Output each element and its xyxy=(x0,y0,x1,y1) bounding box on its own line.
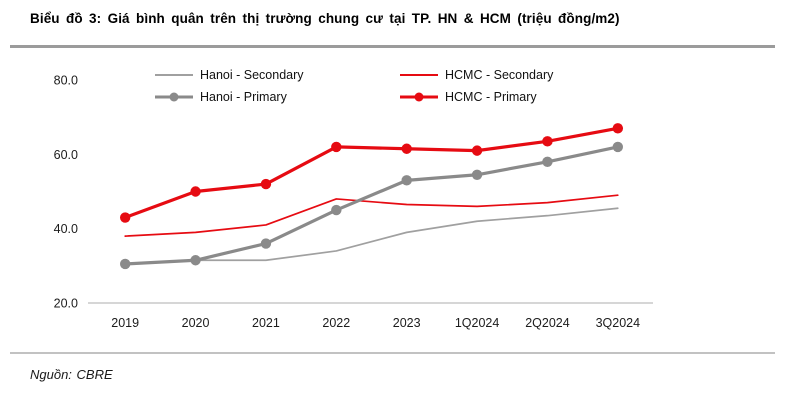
legend-label-hcmc-secondary: HCMC - Secondary xyxy=(445,67,554,82)
legend-label-hcmc-primary: HCMC - Primary xyxy=(445,89,537,104)
svg-text:2023: 2023 xyxy=(393,316,421,330)
svg-text:3Q2024: 3Q2024 xyxy=(596,316,641,330)
legend-item-hcmc-secondary: HCMC - Secondary xyxy=(400,66,645,83)
svg-text:20.0: 20.0 xyxy=(54,297,78,311)
svg-text:2Q2024: 2Q2024 xyxy=(525,316,570,330)
legend-item-hcmc-primary: HCMC - Primary xyxy=(400,88,645,105)
source-note: Nguồn: CBRE xyxy=(30,367,113,382)
legend-line-sample-hcmc-primary xyxy=(400,91,438,103)
legend-label-hanoi-primary: Hanoi - Primary xyxy=(200,89,287,104)
svg-text:2019: 2019 xyxy=(111,316,139,330)
legend-line-sample-hcmc-secondary xyxy=(400,69,438,81)
chart-title: Biểu đồ 3: Giá bình quân trên thị trường… xyxy=(30,11,620,26)
legend-column-hcmc: HCMC - Secondary HCMC - Primary xyxy=(400,66,645,105)
legend-label-hanoi-secondary: Hanoi - Secondary xyxy=(200,67,304,82)
source-divider xyxy=(10,352,775,354)
svg-text:2020: 2020 xyxy=(182,316,210,330)
svg-text:1Q2024: 1Q2024 xyxy=(455,316,500,330)
svg-text:40.0: 40.0 xyxy=(54,222,78,236)
chart-legend: Hanoi - Secondary Hanoi - Primary HCMC -… xyxy=(155,66,645,105)
legend-line-sample-hanoi-secondary xyxy=(155,69,193,81)
svg-text:2021: 2021 xyxy=(252,316,280,330)
title-divider xyxy=(10,45,775,48)
svg-text:2022: 2022 xyxy=(322,316,350,330)
svg-text:80.0: 80.0 xyxy=(54,74,78,88)
legend-item-hanoi-primary: Hanoi - Primary xyxy=(155,88,400,105)
legend-column-hanoi: Hanoi - Secondary Hanoi - Primary xyxy=(155,66,400,105)
legend-line-sample-hanoi-primary xyxy=(155,91,193,103)
svg-text:60.0: 60.0 xyxy=(54,148,78,162)
legend-item-hanoi-secondary: Hanoi - Secondary xyxy=(155,66,400,83)
